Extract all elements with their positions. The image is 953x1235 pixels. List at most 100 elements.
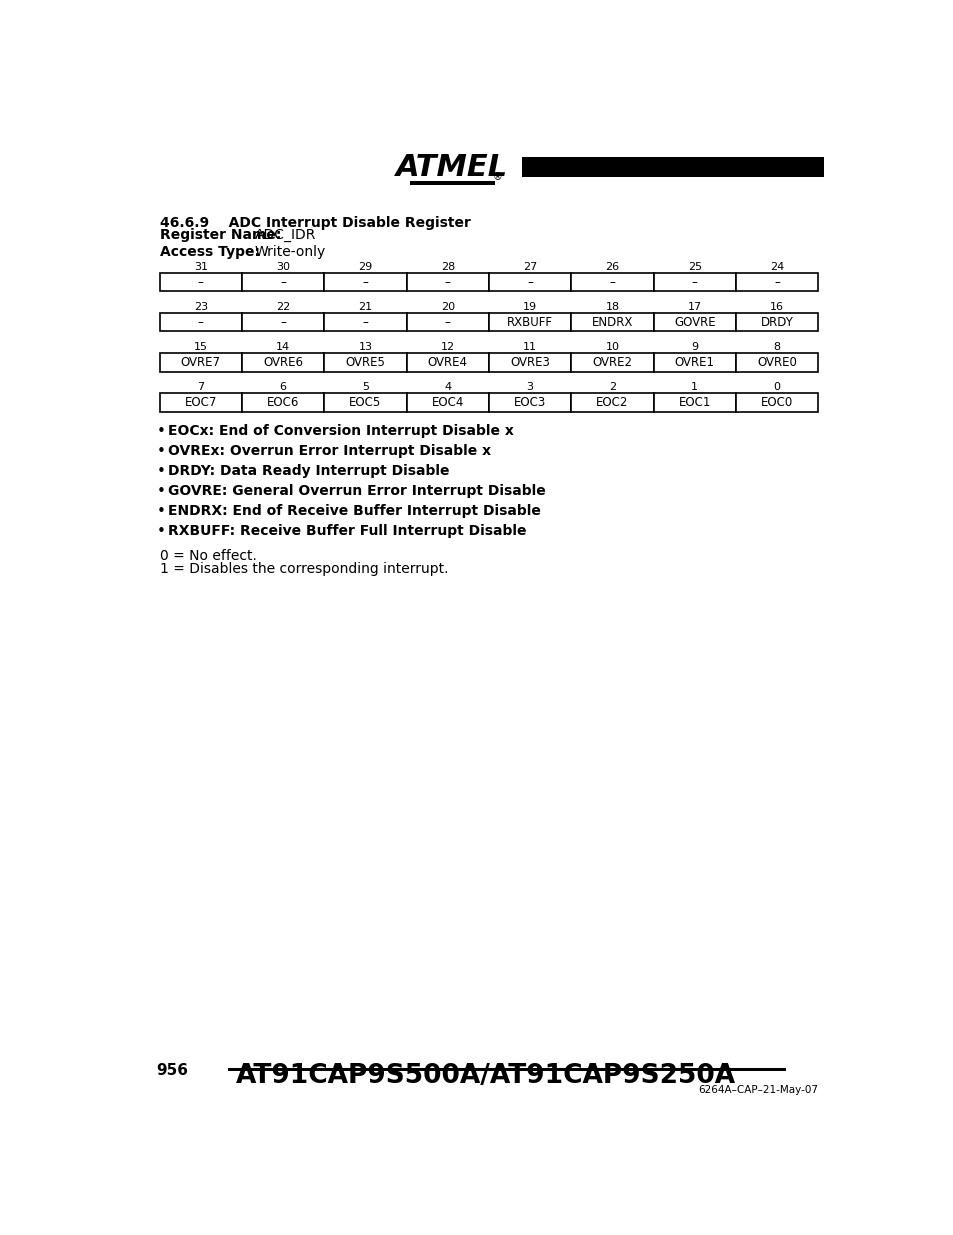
Text: OVRE3: OVRE3 — [510, 356, 550, 369]
Text: •: • — [156, 484, 165, 499]
Text: EOC2: EOC2 — [596, 395, 628, 409]
Text: GOVRE: General Overrun Error Interrupt Disable: GOVRE: General Overrun Error Interrupt D… — [168, 484, 545, 498]
Text: –: – — [197, 316, 203, 329]
Text: –: – — [280, 316, 286, 329]
Text: 8: 8 — [773, 342, 780, 352]
Bar — [406, 273, 488, 291]
Text: 7: 7 — [197, 383, 204, 393]
Text: OVREx: Overrun Error Interrupt Disable x: OVREx: Overrun Error Interrupt Disable x — [168, 443, 491, 458]
Text: 29: 29 — [358, 262, 372, 272]
Text: OVRE0: OVRE0 — [757, 356, 796, 369]
Text: 5: 5 — [361, 383, 369, 393]
Bar — [488, 273, 571, 291]
Text: 12: 12 — [440, 342, 455, 352]
Text: –: – — [774, 275, 780, 289]
Text: Register Name:: Register Name: — [159, 228, 280, 242]
Text: 25: 25 — [687, 262, 701, 272]
Bar — [653, 353, 735, 372]
Bar — [406, 393, 488, 411]
Bar — [159, 353, 242, 372]
Text: 0: 0 — [773, 383, 780, 393]
Bar — [735, 312, 818, 331]
Text: OVRE1: OVRE1 — [674, 356, 714, 369]
Text: –: – — [444, 275, 450, 289]
Text: –: – — [444, 316, 450, 329]
Text: OVRE5: OVRE5 — [345, 356, 385, 369]
Bar — [735, 353, 818, 372]
Text: 14: 14 — [275, 342, 290, 352]
Bar — [410, 180, 495, 185]
Bar — [406, 312, 488, 331]
Bar — [242, 393, 324, 411]
Bar — [521, 157, 823, 178]
Text: EOCx: End of Conversion Interrupt Disable x: EOCx: End of Conversion Interrupt Disabl… — [168, 424, 514, 438]
Bar — [242, 312, 324, 331]
Text: Access Type:: Access Type: — [159, 246, 259, 259]
Text: –: – — [609, 275, 615, 289]
Text: 27: 27 — [522, 262, 537, 272]
Text: 0 = No effect.: 0 = No effect. — [159, 548, 256, 563]
Bar — [735, 393, 818, 411]
Bar — [571, 312, 653, 331]
Text: AT91CAP9S500A/AT91CAP9S250A: AT91CAP9S500A/AT91CAP9S250A — [235, 1063, 735, 1089]
Text: 1 = Disables the corresponding interrupt.: 1 = Disables the corresponding interrupt… — [159, 562, 448, 577]
Text: 19: 19 — [522, 303, 537, 312]
Text: –: – — [197, 275, 203, 289]
Text: 46.6.9    ADC Interrupt Disable Register: 46.6.9 ADC Interrupt Disable Register — [159, 216, 470, 230]
Bar — [571, 353, 653, 372]
Text: RXBUFF: RXBUFF — [507, 316, 553, 329]
Text: EOC1: EOC1 — [678, 395, 710, 409]
Bar — [571, 273, 653, 291]
Text: 31: 31 — [193, 262, 208, 272]
Text: •: • — [156, 524, 165, 538]
Text: –: – — [280, 275, 286, 289]
Text: ENDRX: ENDRX — [591, 316, 633, 329]
Bar — [488, 393, 571, 411]
Text: •: • — [156, 464, 165, 479]
Text: 956: 956 — [156, 1063, 189, 1078]
Text: OVRE6: OVRE6 — [263, 356, 303, 369]
Text: 4: 4 — [444, 383, 451, 393]
Text: 30: 30 — [275, 262, 290, 272]
Text: –: – — [362, 316, 368, 329]
Bar — [324, 273, 406, 291]
Text: 26: 26 — [605, 262, 618, 272]
Text: 15: 15 — [193, 342, 208, 352]
Text: OVRE7: OVRE7 — [180, 356, 220, 369]
Text: •: • — [156, 504, 165, 519]
Text: DRDY: Data Ready Interrupt Disable: DRDY: Data Ready Interrupt Disable — [168, 464, 449, 478]
Text: 18: 18 — [605, 303, 618, 312]
Bar — [228, 1067, 785, 1072]
Text: EOC0: EOC0 — [760, 395, 793, 409]
Text: 23: 23 — [193, 303, 208, 312]
Text: 6: 6 — [279, 383, 286, 393]
Bar — [159, 312, 242, 331]
Text: DRDY: DRDY — [760, 316, 793, 329]
Text: 11: 11 — [522, 342, 537, 352]
Bar — [159, 393, 242, 411]
Text: –: – — [362, 275, 368, 289]
Text: 21: 21 — [358, 303, 372, 312]
Text: 28: 28 — [440, 262, 455, 272]
Text: 17: 17 — [687, 303, 701, 312]
Bar — [324, 312, 406, 331]
Text: 13: 13 — [358, 342, 372, 352]
Text: 3: 3 — [526, 383, 533, 393]
Text: EOC5: EOC5 — [349, 395, 381, 409]
Text: RXBUFF: Receive Buffer Full Interrupt Disable: RXBUFF: Receive Buffer Full Interrupt Di… — [168, 524, 526, 538]
Text: 24: 24 — [769, 262, 783, 272]
Text: EOC3: EOC3 — [514, 395, 546, 409]
Bar — [571, 393, 653, 411]
Text: ADC_IDR: ADC_IDR — [254, 228, 315, 242]
Text: –: – — [527, 275, 533, 289]
Bar — [653, 273, 735, 291]
Text: 10: 10 — [605, 342, 618, 352]
Text: –: – — [691, 275, 697, 289]
Text: 2: 2 — [608, 383, 616, 393]
Bar — [242, 353, 324, 372]
Bar — [488, 312, 571, 331]
Text: OVRE4: OVRE4 — [427, 356, 467, 369]
Bar — [324, 353, 406, 372]
Text: 20: 20 — [440, 303, 455, 312]
Bar — [653, 312, 735, 331]
